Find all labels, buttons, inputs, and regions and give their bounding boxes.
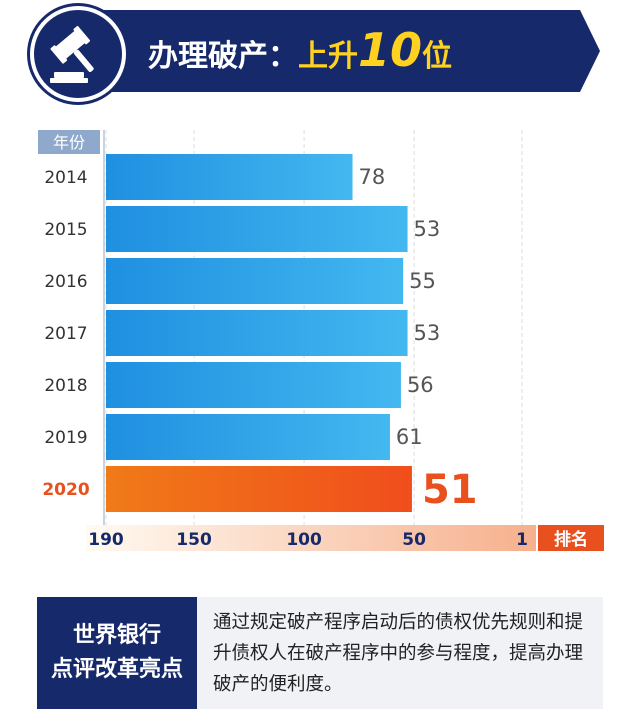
x-axis-band xyxy=(86,525,536,551)
header-banner: 办理破产：上升10位 xyxy=(0,0,640,102)
year-label-2017: 2017 xyxy=(44,324,87,344)
bar-2019 xyxy=(106,414,390,460)
y-axis: 年份 2014 2015 2016 2017 2018 2019 2020 xyxy=(38,130,105,525)
reform-description: 通过规定破产程序启动后的债权优先规则和提升债权人在破产程序中的参与程度，提高办理… xyxy=(197,597,603,709)
year-label-2014: 2014 xyxy=(44,168,87,188)
gavel-icon xyxy=(30,6,126,102)
bar-2020 xyxy=(106,466,412,512)
value-label-2017: 53 xyxy=(414,321,441,345)
bar-2018 xyxy=(106,362,401,408)
title-suffix: 位 xyxy=(422,39,453,74)
x-axis: 190 150 100 50 1 排名 xyxy=(86,525,604,551)
value-label-2016: 55 xyxy=(409,269,436,293)
value-label-2020: 51 xyxy=(422,467,478,513)
bars: 78 53 55 53 56 61 51 xyxy=(106,154,478,513)
bar-2015 xyxy=(106,206,408,252)
title-prefix: 办理破产： xyxy=(148,39,298,74)
value-label-2019: 61 xyxy=(396,425,423,449)
x-tick-label-150: 150 xyxy=(176,530,212,550)
year-header-label: 年份 xyxy=(53,133,85,152)
year-label-2016: 2016 xyxy=(44,272,87,292)
year-header-badge xyxy=(38,130,100,154)
world-bank-line2: 点评改革亮点 xyxy=(50,657,183,682)
bar-2014 xyxy=(106,154,353,200)
world-bank-line1: 世界银行 xyxy=(72,623,161,648)
ranking-bar-chart: 年份 2014 2015 2016 2017 2018 2019 2020 78 53 55 53 5… xyxy=(38,130,604,551)
value-label-2015: 53 xyxy=(414,217,441,241)
year-label-2019: 2019 xyxy=(44,428,87,448)
year-label-2018: 2018 xyxy=(44,376,87,396)
year-label-2015: 2015 xyxy=(44,220,87,240)
title-number: 10 xyxy=(358,23,423,77)
reform-description-text: 通过规定破产程序启动后的债权优先规则和提升债权人在破产程序中的参与程度，提高办理… xyxy=(213,612,584,695)
value-label-2014: 78 xyxy=(359,165,386,189)
header-title: 办理破产：上升10位 xyxy=(148,22,452,78)
x-tick-label-100: 100 xyxy=(286,530,322,550)
rank-axis-badge xyxy=(538,525,604,551)
x-tick-label-190: 190 xyxy=(88,530,124,550)
bar-2016 xyxy=(106,258,404,304)
x-tick-label-50: 50 xyxy=(402,530,426,550)
reform-highlight-box: 世界银行 点评改革亮点 通过规定破产程序启动后的债权优先规则和提升债权人在破产程… xyxy=(37,597,603,709)
world-bank-label: 世界银行 点评改革亮点 xyxy=(37,597,197,709)
value-label-2018: 56 xyxy=(407,373,434,397)
x-tick-label-1: 1 xyxy=(516,530,528,550)
title-rise: 上升 xyxy=(298,39,358,74)
bar-2017 xyxy=(106,310,408,356)
year-label-2020: 2020 xyxy=(42,480,89,500)
header-band xyxy=(70,10,600,92)
x-axis-label: 排名 xyxy=(554,529,588,550)
